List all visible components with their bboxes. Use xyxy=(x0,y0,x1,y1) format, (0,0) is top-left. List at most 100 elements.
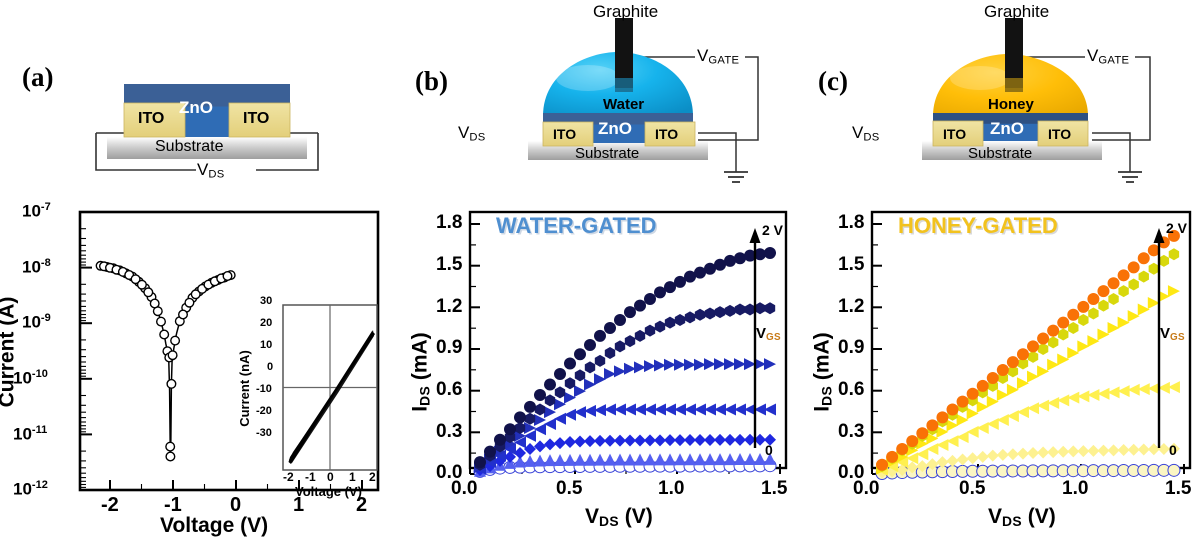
series-1-2-v xyxy=(474,358,776,474)
y-ticklabel-b-3: 0.9 xyxy=(436,337,463,358)
y-ticks-b xyxy=(470,223,480,475)
schematic-c xyxy=(922,18,1151,183)
y-ticklabel-b-0: 0.0 xyxy=(436,462,463,483)
y-ticklabel-c-4: 1.2 xyxy=(838,296,865,317)
ito-left-label-b: ITO xyxy=(553,126,577,142)
y-axis-label-b: IDS (mA) xyxy=(408,332,433,412)
inset-y-ticklabel-a-2: -10 xyxy=(256,383,272,395)
x-ticklabel-a-3: 1 xyxy=(293,494,305,516)
panel-a: (a) xyxy=(0,0,400,542)
x-ticklabel-b-0: 0.0 xyxy=(451,478,478,499)
graphite-label-b: Graphite xyxy=(593,2,659,21)
y-minor-ticks-b xyxy=(470,244,476,454)
y-ticklabel-a-0: 10-7 xyxy=(22,201,51,221)
wire-gate-right-c xyxy=(1092,56,1151,141)
ito-left-label-c: ITO xyxy=(943,126,967,142)
panel-c-label: (c) xyxy=(818,66,848,96)
y-ticklabel-c-2: 0.6 xyxy=(838,379,865,400)
layer-ito-right-a xyxy=(228,102,291,138)
y-ticklabel-b-1: 0.3 xyxy=(436,421,463,442)
series-0-8-v xyxy=(474,403,776,475)
y-ticklabel-b-5: 1.5 xyxy=(436,254,463,275)
inset-y-ticklabel-a-3: 0 xyxy=(267,361,274,373)
ito-right-label-b: ITO xyxy=(655,126,679,142)
chart-title-c: HONEY-GATED xyxy=(898,213,1058,238)
y-ticks-c xyxy=(872,223,882,475)
y-ticklabel-a-4: 10-11 xyxy=(13,424,48,444)
ito-right-label-c: ITO xyxy=(1048,126,1072,142)
y-ticks-a xyxy=(80,211,92,491)
layer-graphite-c xyxy=(1005,18,1023,88)
y-minor-ticks-a xyxy=(80,228,86,488)
substrate-label-b: Substrate xyxy=(575,145,640,162)
x-ticklabel-b-1: 0.5 xyxy=(556,478,583,499)
layer-ito-right-c xyxy=(1037,120,1089,147)
chart-b xyxy=(468,210,788,478)
panel-b-label: (b) xyxy=(415,66,448,96)
y-axis-label-a: Current (A) xyxy=(0,296,19,408)
layer-ito-right-b xyxy=(644,121,696,147)
wire-left-a xyxy=(95,133,196,171)
inset-y-ticklabel-a-4: 10 xyxy=(260,339,273,351)
chart-c xyxy=(870,210,1192,480)
panel-b: (b) xyxy=(400,0,800,542)
layer-ito-left-b xyxy=(542,121,594,147)
panel-a-label: (a) xyxy=(22,62,54,92)
inset-y-ticklabel-a-0: -30 xyxy=(256,427,272,439)
substrate-label-a: Substrate xyxy=(155,138,224,155)
vds-label-b: VDS xyxy=(458,123,486,144)
x-ticklabel-c-0: 0.0 xyxy=(853,478,880,499)
x-ticklabel-c-2: 1.0 xyxy=(1062,478,1089,499)
inset-y-ticklabel-a-5: 20 xyxy=(260,317,273,329)
inset-x-ticklabel-a-0: -2 xyxy=(283,470,294,484)
layer-ito-left-c xyxy=(932,120,984,147)
substrate-label-c: Substrate xyxy=(968,145,1033,162)
x-ticklabel-a-1: -1 xyxy=(164,494,182,516)
wire-drain-c xyxy=(1092,132,1131,172)
inset-x-ticklabel-a-4: 2 xyxy=(369,470,376,484)
y-ticklabel-a-2: 10-9 xyxy=(22,312,51,332)
inset-x-axis-label-a: Voltage (V) xyxy=(295,484,362,499)
y-ticklabel-c-6: 1.8 xyxy=(838,212,865,233)
arrow-mid-label-b: VGS xyxy=(756,325,781,344)
x-ticks-a xyxy=(109,480,363,490)
arrow-bottom-label-c: 0 xyxy=(1169,442,1177,458)
series-2-0-v xyxy=(876,229,1180,471)
ito-right-label-a: ITO xyxy=(243,110,270,127)
x-axis-label-c: VDS (V) xyxy=(988,505,1056,530)
zno-label-c: ZnO xyxy=(990,119,1024,138)
arrow-bottom-label-b: 0 xyxy=(765,442,773,458)
inset-x-ticklabel-a-3: 1 xyxy=(349,470,356,484)
data-series-c xyxy=(875,229,1181,480)
ito-left-label-a: ITO xyxy=(138,110,165,127)
x-minor-ticks-a xyxy=(140,484,332,490)
x-axis-label-b: VDS (V) xyxy=(585,505,653,530)
x-ticklabel-a-2: 0 xyxy=(230,494,242,516)
x-ticklabel-a-0: -2 xyxy=(101,494,119,516)
panel-c: (c) xyxy=(800,0,1200,542)
graphite-label-c: Graphite xyxy=(984,2,1050,21)
layer-graphite-b xyxy=(615,18,633,88)
inset-x-ticklabel-a-1: -1 xyxy=(305,470,316,484)
inset-y-axis-label-a: Current (nA) xyxy=(236,350,252,427)
arrow-top-label-b: 2 V xyxy=(762,222,784,238)
y-ticklabel-b-6: 1.8 xyxy=(436,212,463,233)
y-ticklabel-b-4: 1.2 xyxy=(436,296,463,317)
inset-y-ticklabel-a-1: -20 xyxy=(256,405,272,417)
y-axis-label-c: IDS (mA) xyxy=(810,332,835,412)
wire-right-a xyxy=(256,133,319,171)
electrolyte-label-b: Water xyxy=(603,96,645,113)
x-axis-label-a: Voltage (V) xyxy=(160,514,269,537)
y-ticklabel-c-3: 0.9 xyxy=(838,337,865,358)
y-minor-ticks-c xyxy=(872,244,878,454)
layer-ito-left-a xyxy=(123,102,186,138)
layer-substrate-a xyxy=(107,137,307,159)
x-ticklabel-b-3: 1.5 xyxy=(761,478,788,499)
data-series-b xyxy=(473,246,777,478)
x-ticklabel-a-4: 2 xyxy=(356,494,368,516)
y-ticklabel-a-1: 10-8 xyxy=(22,257,51,277)
y-ticklabel-c-5: 1.5 xyxy=(838,254,865,275)
schematic-b xyxy=(528,18,759,183)
vds-label-c: VDS xyxy=(852,123,880,144)
y-ticklabel-a-3: 10-10 xyxy=(13,368,48,388)
